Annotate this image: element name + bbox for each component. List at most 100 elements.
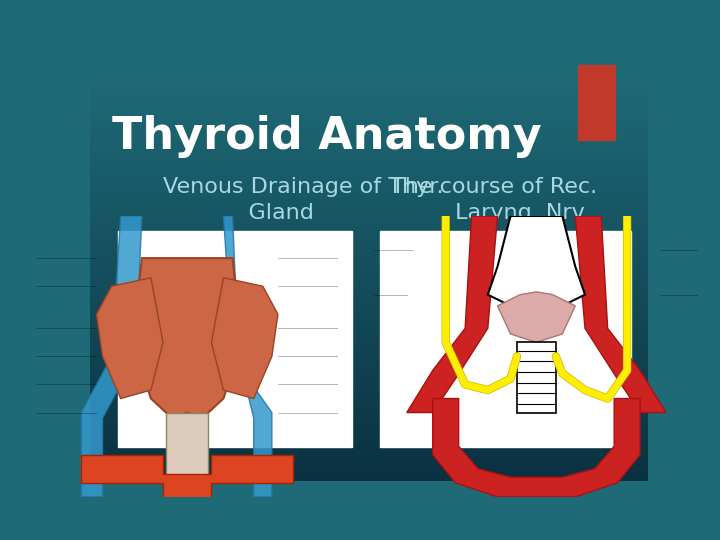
Bar <box>90 352 648 356</box>
Bar <box>90 381 648 385</box>
Polygon shape <box>223 216 272 497</box>
Bar <box>90 214 648 219</box>
Bar <box>90 231 648 235</box>
Bar <box>90 265 648 268</box>
Polygon shape <box>166 413 208 497</box>
Bar <box>90 356 648 360</box>
Bar <box>90 322 648 327</box>
Polygon shape <box>517 342 556 413</box>
Polygon shape <box>81 216 142 497</box>
Bar <box>90 98 648 102</box>
Polygon shape <box>575 216 666 413</box>
Bar <box>90 331 648 335</box>
Bar <box>90 435 648 439</box>
Bar <box>90 302 648 306</box>
Bar <box>90 343 648 348</box>
Bar <box>90 173 648 177</box>
Bar <box>90 235 648 239</box>
Bar <box>90 406 648 410</box>
Bar <box>90 443 648 447</box>
Bar <box>90 319 648 322</box>
Bar <box>90 136 648 140</box>
Bar <box>90 476 648 481</box>
Bar <box>90 348 648 352</box>
Bar <box>90 90 648 94</box>
Bar <box>90 360 648 364</box>
Bar <box>90 65 648 69</box>
Text: Thyroid Anatomy: Thyroid Anatomy <box>112 114 542 158</box>
Bar <box>90 198 648 202</box>
Bar <box>90 181 648 185</box>
Bar <box>90 273 648 277</box>
Bar <box>90 148 648 152</box>
Bar <box>90 106 648 111</box>
Bar <box>578 65 615 140</box>
Bar <box>90 85 648 90</box>
Bar <box>90 77 648 82</box>
Bar <box>90 127 648 131</box>
Bar <box>90 335 648 339</box>
Bar <box>90 439 648 443</box>
Bar <box>90 102 648 106</box>
Bar <box>90 306 648 310</box>
Bar <box>90 385 648 389</box>
Bar <box>90 472 648 476</box>
FancyBboxPatch shape <box>380 231 631 447</box>
Bar <box>90 364 648 368</box>
FancyBboxPatch shape <box>118 231 352 447</box>
Bar <box>90 206 648 210</box>
Bar <box>90 414 648 418</box>
Bar <box>90 456 648 460</box>
Bar <box>90 314 648 319</box>
Bar <box>90 82 648 85</box>
Bar <box>90 260 648 265</box>
Bar <box>90 289 648 294</box>
Polygon shape <box>81 455 293 502</box>
Bar <box>90 119 648 123</box>
Bar <box>90 73 648 77</box>
Bar <box>90 165 648 168</box>
Bar <box>90 111 648 114</box>
Bar <box>90 427 648 431</box>
Bar <box>90 194 648 198</box>
Bar <box>90 256 648 260</box>
Bar <box>90 244 648 248</box>
Bar <box>90 277 648 281</box>
Polygon shape <box>488 216 585 314</box>
Bar <box>90 373 648 377</box>
Bar <box>90 418 648 422</box>
Bar <box>90 447 648 451</box>
Bar <box>90 468 648 472</box>
Bar <box>90 298 648 302</box>
Text: Venous Drainage of Thyr.
            Gland: Venous Drainage of Thyr. Gland <box>163 177 443 224</box>
Bar <box>90 327 648 331</box>
Bar <box>90 431 648 435</box>
Bar <box>90 152 648 156</box>
Bar <box>90 160 648 165</box>
Polygon shape <box>212 278 278 399</box>
Bar <box>90 248 648 252</box>
Bar <box>90 460 648 464</box>
Polygon shape <box>498 292 575 342</box>
Bar <box>90 281 648 285</box>
Bar <box>90 202 648 206</box>
Bar <box>90 451 648 456</box>
Bar <box>90 252 648 256</box>
Bar <box>90 210 648 214</box>
Bar <box>90 185 648 190</box>
Polygon shape <box>96 278 163 399</box>
Bar <box>90 310 648 314</box>
Bar <box>90 190 648 194</box>
Bar <box>90 464 648 468</box>
Polygon shape <box>132 258 242 418</box>
Bar <box>90 410 648 414</box>
Bar <box>90 285 648 289</box>
Bar <box>90 219 648 223</box>
Text: The course of Rec.
         Laryng. Nrv: The course of Rec. Laryng. Nrv <box>392 177 598 224</box>
Bar <box>90 268 648 273</box>
Bar <box>90 422 648 427</box>
Polygon shape <box>407 216 498 413</box>
Bar <box>90 144 648 148</box>
Bar <box>90 239 648 244</box>
Bar <box>90 377 648 381</box>
